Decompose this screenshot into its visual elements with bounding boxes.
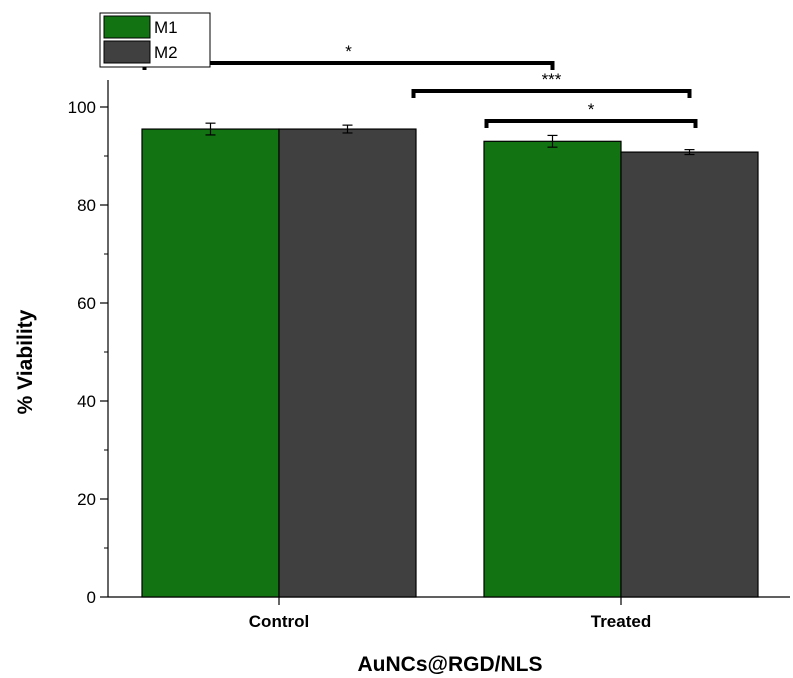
legend-label: M2 bbox=[154, 43, 178, 62]
significance-label: *** bbox=[542, 70, 562, 89]
x-tick-label: Treated bbox=[591, 612, 651, 631]
bar bbox=[141, 128, 280, 598]
y-tick-label: 20 bbox=[77, 490, 96, 509]
y-tick-label: 0 bbox=[87, 588, 96, 607]
y-tick-label: 40 bbox=[77, 392, 96, 411]
legend-swatch bbox=[103, 40, 151, 64]
significance-label: * bbox=[588, 100, 595, 119]
error-bars bbox=[205, 122, 695, 156]
bar bbox=[483, 140, 622, 598]
y-tick-label: 100 bbox=[68, 98, 96, 117]
x-axis-label: AuNCs@RGD/NLS bbox=[358, 653, 543, 676]
legend-label: M1 bbox=[154, 18, 178, 37]
axes: 0 20 40 60 80 100 Control Treated bbox=[68, 80, 790, 631]
significance-label: * bbox=[345, 42, 352, 61]
y-axis-label: % Viability bbox=[14, 309, 37, 414]
bars bbox=[141, 128, 759, 598]
significance-brackets: ***** bbox=[142, 42, 698, 128]
significance-bracket bbox=[484, 119, 698, 128]
bar bbox=[620, 151, 759, 598]
bar bbox=[278, 128, 417, 598]
legend-swatch bbox=[103, 15, 151, 39]
y-tick-label: 60 bbox=[77, 294, 96, 313]
significance-bracket bbox=[411, 89, 692, 98]
x-tick-label: Control bbox=[249, 612, 309, 631]
y-tick-label: 80 bbox=[77, 196, 96, 215]
